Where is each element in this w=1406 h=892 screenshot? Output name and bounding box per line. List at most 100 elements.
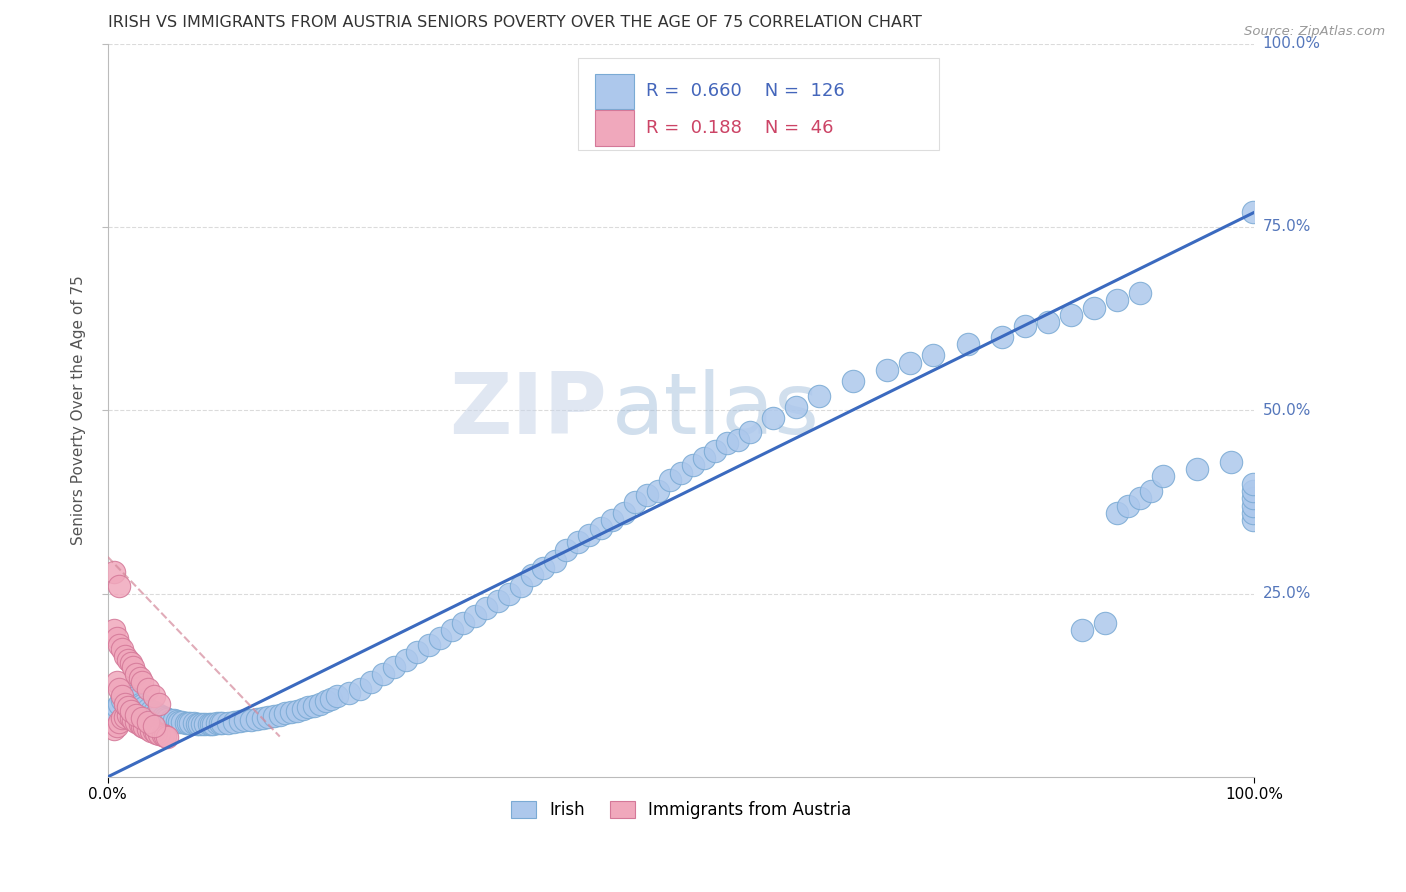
Point xyxy=(114,648,136,663)
Point xyxy=(131,711,153,725)
Point xyxy=(1129,491,1152,506)
Point xyxy=(105,674,128,689)
Point xyxy=(110,690,132,704)
Point xyxy=(589,520,612,534)
FancyBboxPatch shape xyxy=(595,74,634,109)
Point xyxy=(533,561,555,575)
Point xyxy=(636,487,658,501)
Point xyxy=(114,697,136,711)
Point xyxy=(956,337,979,351)
Point xyxy=(429,631,451,645)
Point xyxy=(257,710,280,724)
Point xyxy=(211,716,233,731)
Point xyxy=(136,702,159,716)
Point xyxy=(360,674,382,689)
Point xyxy=(274,706,297,720)
Point xyxy=(682,458,704,473)
Point xyxy=(922,348,945,362)
Point xyxy=(263,709,285,723)
Point xyxy=(131,718,153,732)
Point xyxy=(418,638,440,652)
Point xyxy=(108,697,131,711)
Point xyxy=(693,450,716,465)
Point xyxy=(762,410,785,425)
Point xyxy=(110,693,132,707)
Point xyxy=(117,707,139,722)
Point xyxy=(464,608,486,623)
Point xyxy=(108,638,131,652)
Point xyxy=(1116,499,1139,513)
Point xyxy=(131,698,153,712)
Point xyxy=(177,715,200,730)
Point xyxy=(172,714,194,729)
Y-axis label: Seniors Poverty Over the Age of 75: Seniors Poverty Over the Age of 75 xyxy=(72,276,86,545)
Point xyxy=(613,506,636,520)
Point xyxy=(451,615,474,630)
Point xyxy=(103,565,125,579)
Point xyxy=(105,631,128,645)
Point xyxy=(297,700,319,714)
Point xyxy=(142,690,165,704)
Point xyxy=(156,712,179,726)
Point xyxy=(658,473,681,487)
Point xyxy=(136,681,159,696)
Point xyxy=(1105,293,1128,308)
Point xyxy=(1071,624,1094,638)
Point xyxy=(197,717,219,731)
Point xyxy=(145,706,167,721)
FancyBboxPatch shape xyxy=(595,111,634,145)
Point xyxy=(1241,483,1264,498)
Point xyxy=(217,715,239,730)
Point xyxy=(991,330,1014,344)
Point xyxy=(125,714,148,729)
Text: IRISH VS IMMIGRANTS FROM AUSTRIA SENIORS POVERTY OVER THE AGE OF 75 CORRELATION : IRISH VS IMMIGRANTS FROM AUSTRIA SENIORS… xyxy=(108,15,922,30)
Point xyxy=(163,714,186,728)
Point xyxy=(1185,462,1208,476)
Point xyxy=(108,681,131,696)
Point xyxy=(1014,318,1036,333)
Point xyxy=(900,356,922,370)
Point xyxy=(122,713,145,727)
Point xyxy=(131,674,153,689)
Point xyxy=(727,433,749,447)
Point xyxy=(269,707,291,722)
Point xyxy=(1241,205,1264,219)
Point xyxy=(179,716,201,731)
Point xyxy=(486,594,509,608)
Point xyxy=(235,714,257,728)
Point xyxy=(1220,454,1243,468)
Point xyxy=(1083,301,1105,315)
Point xyxy=(371,667,394,681)
Point xyxy=(174,715,197,730)
Point xyxy=(326,690,349,704)
Point xyxy=(475,601,498,615)
Point xyxy=(807,389,830,403)
Point xyxy=(191,717,214,731)
Text: ZIP: ZIP xyxy=(449,368,606,451)
Text: 75.0%: 75.0% xyxy=(1263,219,1310,235)
Point xyxy=(567,535,589,549)
Point xyxy=(108,579,131,593)
Point xyxy=(202,717,225,731)
Point xyxy=(876,363,898,377)
Point xyxy=(1241,499,1264,513)
Text: atlas: atlas xyxy=(612,368,820,451)
Point xyxy=(167,714,190,729)
Point xyxy=(160,713,183,727)
Point xyxy=(183,716,205,731)
Text: 100.0%: 100.0% xyxy=(1263,37,1320,51)
Point xyxy=(136,714,159,729)
Point xyxy=(1140,483,1163,498)
Point xyxy=(134,720,156,734)
Point xyxy=(117,690,139,704)
Point xyxy=(1241,476,1264,491)
Point xyxy=(1094,615,1116,630)
Point xyxy=(315,694,337,708)
Point xyxy=(148,708,170,723)
Text: R =  0.188    N =  46: R = 0.188 N = 46 xyxy=(645,119,832,137)
Legend: Irish, Immigrants from Austria: Irish, Immigrants from Austria xyxy=(502,792,859,827)
Point xyxy=(105,718,128,732)
Point xyxy=(103,624,125,638)
Point xyxy=(145,726,167,740)
Point xyxy=(142,706,165,720)
